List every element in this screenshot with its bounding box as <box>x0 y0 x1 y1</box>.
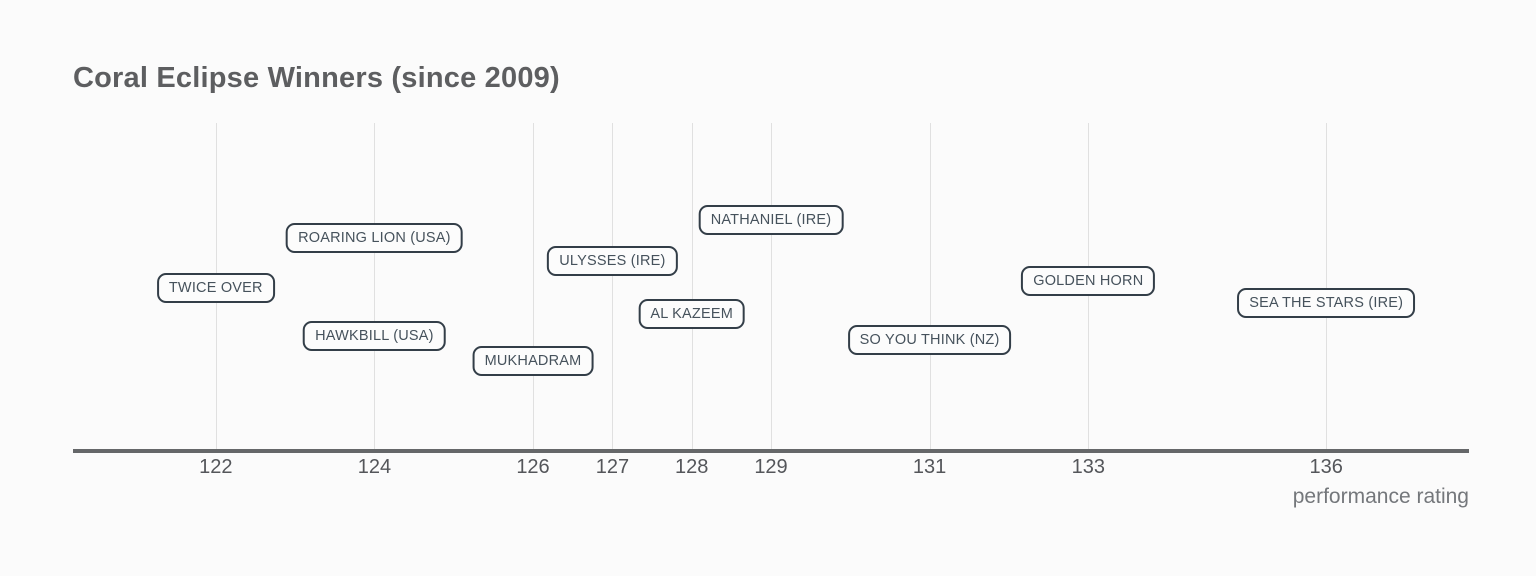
gridline-131 <box>929 123 931 449</box>
x-tick-label: 124 <box>357 456 392 478</box>
data-point-label[interactable]: GOLDEN HORN <box>1021 266 1156 296</box>
x-tick-label: 122 <box>199 456 233 478</box>
x-tick-label: 128 <box>675 456 709 478</box>
x-tick-label: 133 <box>1071 456 1105 478</box>
data-point-label[interactable]: SO YOU THINK (NZ) <box>847 325 1012 355</box>
data-point-label[interactable]: SEA THE STARS (IRE) <box>1237 288 1416 318</box>
x-tick-label: 131 <box>912 456 947 478</box>
x-tick-label: 129 <box>754 456 788 478</box>
data-point-label[interactable]: AL KAZEEM <box>638 299 746 329</box>
x-axis-title: performance rating <box>1292 485 1469 508</box>
chart-title: Coral Eclipse Winners (since 2009) <box>73 62 560 94</box>
gridline-128 <box>691 123 693 449</box>
x-axis-line <box>73 449 1469 453</box>
data-point-label[interactable]: ROARING LION (USA) <box>286 223 463 253</box>
gridline-136 <box>1326 123 1328 449</box>
data-point-label[interactable]: MUKHADRAM <box>472 346 594 376</box>
gridline-124 <box>374 123 376 449</box>
data-point-label[interactable]: TWICE OVER <box>156 273 275 303</box>
x-tick-label: 126 <box>516 456 550 478</box>
data-point-label[interactable]: NATHANIEL (IRE) <box>698 205 844 235</box>
gridline-127 <box>612 123 614 449</box>
gridline-129 <box>771 123 772 449</box>
data-point-label[interactable]: ULYSSES (IRE) <box>547 246 678 276</box>
data-point-label[interactable]: HAWKBILL (USA) <box>303 321 446 351</box>
gridline-126 <box>533 123 534 449</box>
x-tick-label: 136 <box>1309 456 1343 478</box>
x-tick-label: 127 <box>595 456 630 478</box>
